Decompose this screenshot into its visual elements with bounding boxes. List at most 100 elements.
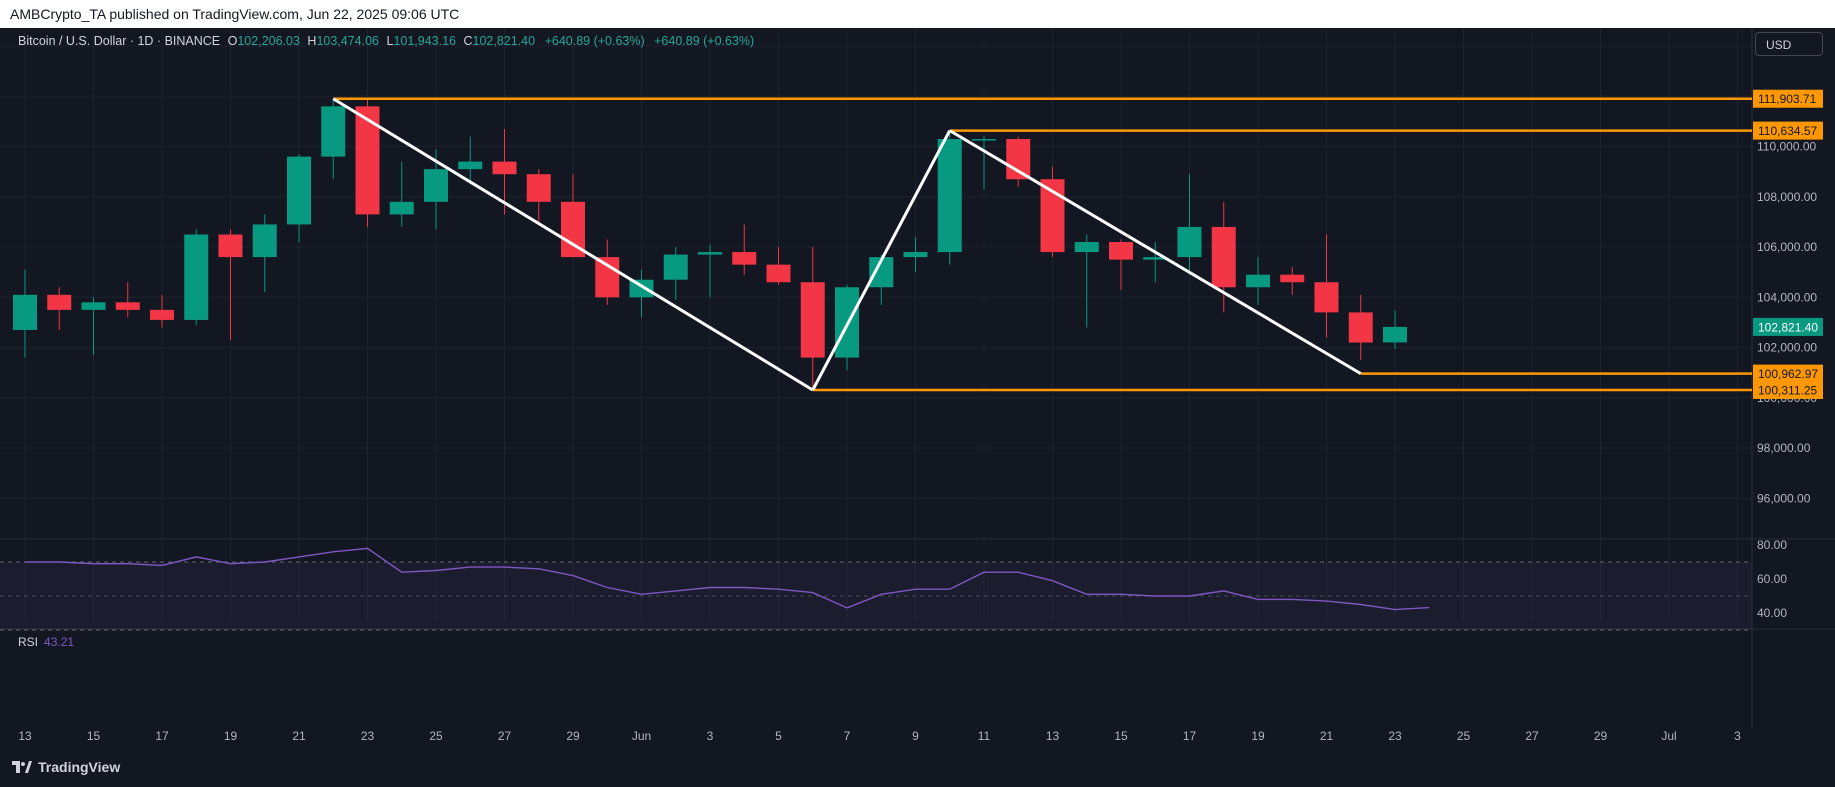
published-banner: AMBCrypto_TA published on TradingView.co… — [0, 0, 1835, 28]
tradingview-logo-icon — [12, 761, 32, 773]
time-tick-label: 15 — [1114, 729, 1128, 743]
price-chart[interactable]: 114,000.00112,000.00110,000.00108,000.00… — [0, 28, 1835, 749]
trendline — [948, 129, 1362, 375]
candle-body — [287, 156, 311, 225]
price-tick-label: 106,000.00 — [1757, 240, 1817, 254]
published-text: AMBCrypto_TA published on TradingView.co… — [10, 6, 460, 22]
last-price-label: 102,821.40 — [1758, 320, 1818, 334]
open-value: 102,206.03 — [237, 34, 300, 48]
rsi-tick-label: 40.00 — [1757, 606, 1787, 620]
price-level-label: 100,962.97 — [1758, 367, 1818, 381]
tradingview-brand[interactable]: TradingView — [12, 759, 120, 775]
time-tick-label: 25 — [1457, 729, 1471, 743]
time-tick-label: 11 — [978, 729, 991, 743]
time-tick-label: 13 — [1046, 729, 1060, 743]
trendline — [811, 129, 952, 391]
open-label: O — [227, 34, 238, 48]
rsi-label: RSI — [18, 635, 39, 649]
time-tick-label: 23 — [1388, 729, 1402, 743]
chart-frame[interactable]: 114,000.00112,000.00110,000.00108,000.00… — [0, 28, 1835, 749]
candle-body — [115, 302, 140, 310]
time-tick-label: 29 — [566, 729, 580, 743]
price-level-tag — [1753, 380, 1823, 399]
price-tick-label: 96,000.00 — [1757, 491, 1811, 505]
rsi-line — [25, 547, 1430, 611]
rsi-value: 43.21 — [44, 635, 75, 649]
close-value: 102,821.40 — [472, 34, 536, 48]
time-tick-label: 7 — [844, 729, 851, 743]
rsi-tick-label: 60.00 — [1757, 572, 1787, 586]
candle-body — [1246, 274, 1270, 288]
candle-body — [13, 294, 37, 330]
time-tick-label: 21 — [1320, 729, 1334, 743]
candle-body — [458, 161, 483, 170]
candle-body — [1109, 242, 1133, 260]
symbol-legend: Bitcoin / U.S. Dollar · 1D · BINANCE O10… — [18, 34, 754, 48]
brand-name: TradingView — [38, 759, 121, 775]
time-tick-label: 27 — [498, 729, 512, 743]
close-label: C — [463, 34, 473, 48]
candle-body — [1280, 274, 1305, 283]
candle-body — [972, 139, 996, 141]
candle-body — [629, 279, 654, 298]
time-tick-label: 23 — [361, 729, 375, 743]
price-level-tag — [1753, 121, 1823, 140]
price-tick-label: 110,000.00 — [1757, 140, 1816, 154]
candle-body — [663, 254, 688, 280]
high-label: H — [307, 34, 317, 48]
time-tick-label: 3 — [1734, 729, 1741, 743]
candle-body — [903, 252, 928, 258]
time-tick-label: Jul — [1661, 729, 1676, 743]
time-tick-label: 9 — [912, 729, 919, 743]
time-tick-label: 3 — [707, 729, 714, 743]
time-tick-label: 19 — [1251, 729, 1265, 743]
time-tick-label: 19 — [224, 729, 238, 743]
candle-body — [321, 106, 346, 157]
candle-body — [1383, 326, 1407, 343]
candle-body — [1143, 257, 1168, 260]
time-tick-label: 17 — [155, 729, 169, 743]
candle-body — [698, 252, 722, 255]
price-level-tag — [1753, 364, 1823, 383]
candle-body — [800, 282, 825, 358]
time-tick-label: 29 — [1594, 729, 1608, 743]
price-level-label: 100,311.25 — [1758, 383, 1817, 397]
rsi-legend: RSI 43.21 — [18, 635, 74, 649]
low-label: L — [386, 34, 394, 48]
candle-body — [252, 224, 277, 258]
time-tick-label: 21 — [292, 729, 306, 743]
price-level-tag — [1753, 89, 1823, 108]
change-value: +640.89 (+0.63%) — [544, 34, 645, 48]
candle-body — [1314, 282, 1339, 313]
candle-body — [218, 234, 243, 258]
candle-body — [595, 257, 620, 298]
candle-body — [184, 234, 209, 320]
symbol-name: Bitcoin / U.S. Dollar · 1D · BINANCE — [18, 34, 221, 48]
candle-body — [526, 174, 551, 202]
candle-body — [424, 169, 448, 202]
last-price-tag — [1753, 317, 1823, 336]
price-tick-label: 104,000.00 — [1757, 290, 1817, 304]
time-tick-label: 5 — [775, 729, 782, 743]
price-tick-label: 102,000.00 — [1757, 341, 1817, 355]
time-tick-label: 15 — [87, 729, 101, 743]
candle-body — [1211, 226, 1236, 288]
time-tick-label: 27 — [1525, 729, 1539, 743]
candle-body — [1006, 139, 1031, 180]
candle-body — [150, 309, 174, 320]
candle-body — [47, 294, 72, 310]
candle-body — [732, 252, 757, 265]
rsi-tick-label: 80.00 — [1757, 538, 1787, 552]
time-tick-label: 13 — [18, 729, 32, 743]
candle-body — [937, 139, 962, 253]
time-tick-label: 25 — [429, 729, 443, 743]
candle-body — [1177, 226, 1202, 258]
candle-body — [81, 302, 106, 310]
price-level-label: 110,634.57 — [1758, 124, 1817, 138]
candle-body — [492, 161, 517, 175]
change-value-2: +640.89 (+0.63%) — [654, 34, 755, 48]
time-tick-label: Jun — [632, 729, 651, 743]
currency-button[interactable]: USD — [1755, 32, 1823, 56]
candle-body — [355, 106, 380, 215]
price-tick-label: 98,000.00 — [1757, 441, 1811, 455]
